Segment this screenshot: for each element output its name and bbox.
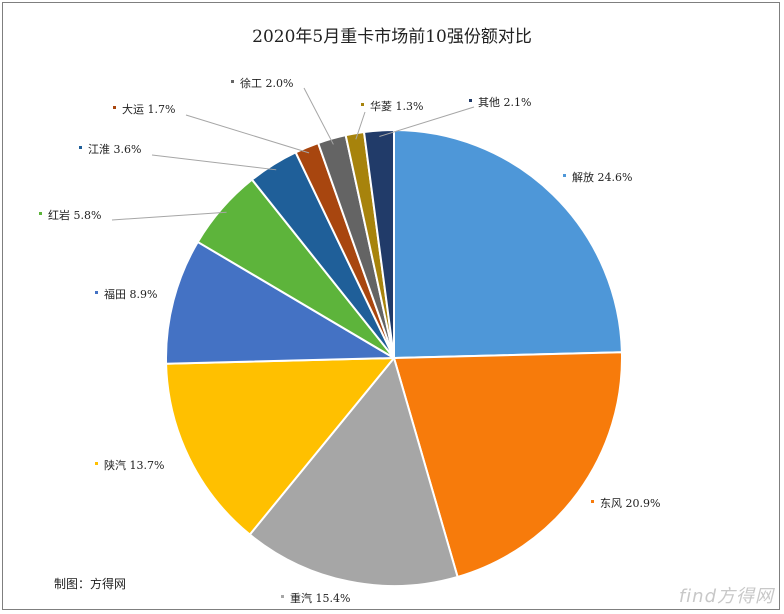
watermark-logo: find方得网 (678, 586, 774, 607)
slice-label-5: 福田 8.9% (104, 287, 157, 301)
slice-label-11: 其他 2.1% (478, 96, 531, 109)
slice-label-6: 红岩 5.8% (48, 208, 101, 222)
pie-slice-2 (392, 351, 623, 579)
legend-key-7 (79, 146, 82, 149)
leader-line-6 (111, 211, 227, 221)
credit-text: 制图：方得网 (54, 577, 127, 591)
slice-label-7: 江淮 3.6% (88, 143, 141, 156)
leader-line-8 (185, 114, 310, 154)
slice-label-8: 大运 1.7% (122, 102, 175, 116)
legend-key-6 (39, 212, 42, 215)
legend-key-1 (563, 174, 566, 177)
slice-label-10: 华菱 1.3% (370, 99, 423, 113)
leader-line-10 (355, 111, 366, 140)
legend-key-5 (95, 291, 98, 294)
slice-label-3: 重汽 15.4% (290, 591, 350, 605)
pie-slice-11 (362, 128, 395, 359)
legend-key-2 (591, 500, 594, 503)
legend-key-9 (231, 80, 234, 83)
leader-line-7 (151, 154, 277, 171)
legend-key-3 (281, 595, 284, 598)
slice-label-4: 陕汽 13.7% (104, 458, 164, 472)
legend-key-10 (361, 103, 364, 106)
pie-slice-3 (248, 355, 459, 587)
chart-title: 2020年5月重卡市场前10强份额对比 (252, 27, 532, 47)
slice-label-1: 解放 24.6% (572, 170, 632, 184)
pie-slice-1 (393, 128, 623, 360)
pie-slice-4 (165, 356, 397, 536)
legend-key-4 (95, 462, 98, 465)
legend-key-8 (113, 106, 116, 109)
slice-label-2: 东风 20.9% (600, 497, 660, 510)
pie-slice-5 (165, 240, 398, 365)
leader-line-11 (379, 106, 475, 137)
legend-key-11 (469, 99, 472, 102)
slice-label-9: 徐工 2.0% (240, 76, 293, 90)
leader-line-9 (303, 87, 334, 145)
